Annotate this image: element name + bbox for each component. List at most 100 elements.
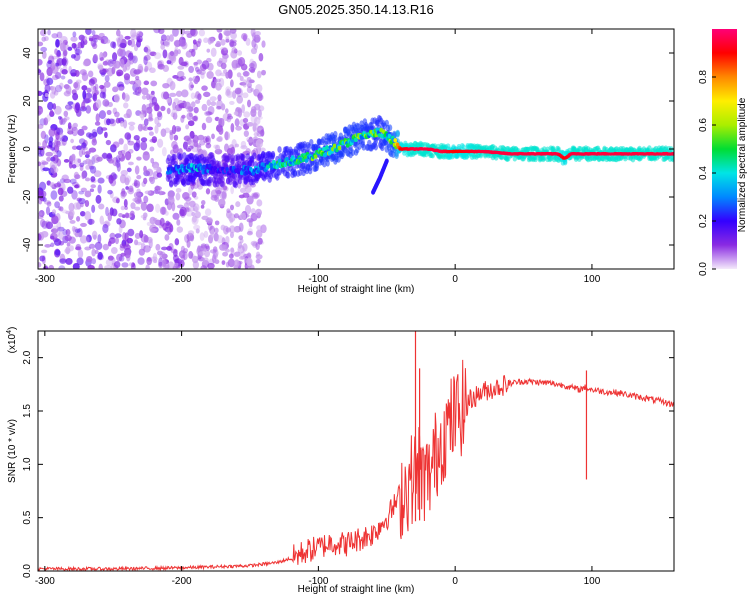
spectrogram-cell: [41, 190, 47, 198]
spectrogram-cell: [53, 90, 59, 96]
spectrogram-cell: [207, 105, 215, 116]
spectrogram-cell: [72, 31, 77, 38]
spectrogram-cell: [114, 111, 120, 118]
spectrogram-cell: [63, 110, 69, 117]
spectrogram-cell: [242, 92, 249, 99]
spectrogram-cell: [187, 120, 195, 127]
spectrogram-cell: [230, 32, 237, 40]
spectrogram-cell: [118, 151, 123, 159]
spectrogram-cell: [160, 34, 167, 42]
spectrogram-cell: [123, 93, 130, 102]
spectrogram-cell: [114, 261, 121, 269]
snr-spikes: [414, 331, 588, 522]
spectrogram-cell: [74, 102, 81, 111]
spectrogram-cell: [120, 205, 126, 211]
spectrogram-cell: [107, 212, 113, 222]
spectrogram-cell: [126, 254, 131, 262]
spectrogram-cell: [373, 143, 379, 151]
spectrogram-cell: [84, 246, 92, 251]
spectrogram-cell: [60, 36, 68, 43]
spectrogram-cell: [246, 195, 254, 205]
spectrogram-cell: [233, 111, 239, 116]
spectrogram-cell: [174, 40, 181, 48]
spectrogram-cell: [251, 39, 257, 48]
spectrogram-cell: [206, 70, 214, 79]
spectrogram-cell: [198, 29, 206, 37]
spectrogram-cell: [81, 85, 88, 91]
spectrogram-cell: [257, 115, 263, 120]
spectrogram-cell: [292, 169, 298, 177]
spectrogram-cell: [48, 54, 54, 62]
spectrogram-cell: [178, 153, 184, 161]
spectrogram-cell: [258, 94, 264, 101]
spectrogram-ylabel: Frequency (Hz): [7, 115, 18, 184]
spectrogram-cell: [56, 57, 64, 66]
spectrogram-cell: [241, 154, 246, 162]
spectrogram-cell: [162, 261, 170, 269]
spectrogram-cell: [150, 80, 158, 87]
spectrogram-cell: [54, 105, 62, 115]
spectrogram-cell: [135, 138, 141, 148]
spectrogram-cell: [85, 132, 92, 138]
spectrogram-cell: [98, 203, 105, 210]
spectrogram-cell: [97, 234, 102, 244]
spectrogram-cell: [44, 83, 51, 93]
spectrogram-cell: [99, 215, 104, 225]
spectrogram-cell: [84, 153, 90, 159]
spectrogram-cell: [150, 256, 158, 262]
spectrogram-cell: [75, 243, 81, 250]
spectrogram-cell: [135, 241, 143, 246]
spectrogram-cell: [90, 176, 96, 182]
y-tick-label: -20: [22, 189, 33, 204]
spectrogram-cell: [215, 69, 222, 77]
spectrogram-cell: [184, 234, 190, 243]
spectrogram-cell: [116, 69, 124, 77]
spectrogram-cell: [161, 146, 167, 157]
snr-ylabel: SNR (10 * v/v): [7, 419, 18, 483]
spectrogram-cell: [188, 65, 195, 73]
spectrogram-cell: [46, 77, 54, 86]
spectrogram-cell: [175, 192, 181, 201]
spectrogram-cell: [50, 164, 56, 174]
spectrogram-cell: [164, 264, 171, 269]
spectrogram-cell: [203, 37, 209, 44]
spectrogram-cell: [153, 29, 161, 34]
spectrogram-cell: [200, 243, 207, 249]
spectrogram-cell: [166, 107, 171, 115]
spectrogram-cell: [179, 29, 185, 36]
spectrogram-cell: [197, 134, 205, 141]
spectrogram-cell: [106, 67, 114, 77]
spectrogram-cell: [176, 226, 184, 233]
spectrogram-cell: [162, 82, 170, 89]
spectrogram-cell: [61, 135, 68, 142]
spectrogram-cell: [210, 101, 217, 107]
spectrogram-cell: [92, 92, 98, 102]
spectrogram-cell: [131, 32, 139, 37]
spectrogram-cell: [234, 143, 239, 148]
spectrogram-cell: [147, 126, 154, 131]
spectrogram-cell: [261, 40, 266, 48]
spectrogram-cell: [91, 138, 98, 146]
spectrogram-cell: [141, 87, 149, 96]
spectrogram-cell: [225, 227, 232, 233]
spectrogram-cell: [149, 67, 156, 74]
spectrogram-cell: [152, 171, 159, 180]
spectrogram-cell: [256, 199, 263, 207]
spectrogram-cell: [323, 152, 328, 157]
spectrogram-cell: [88, 218, 93, 226]
spectrogram-cell: [49, 109, 54, 116]
spectrogram-cell: [123, 102, 129, 109]
spectrogram-cell: [89, 188, 95, 193]
y-tick-label: 1.5: [22, 404, 33, 418]
spectrogram-cell: [671, 152, 674, 156]
spectrogram-cell: [113, 93, 120, 103]
spectrogram-cell: [69, 178, 77, 185]
spectrogram-cell: [92, 94, 97, 100]
spectrogram-cell: [70, 154, 76, 164]
spectrogram-cell: [461, 144, 466, 150]
snr-scale-text: (x104): [6, 327, 18, 354]
spectrogram-cell: [112, 156, 119, 167]
spectrogram-cell: [40, 230, 49, 238]
spectrogram-cell: [647, 145, 652, 151]
spectrogram-cell: [98, 110, 107, 120]
